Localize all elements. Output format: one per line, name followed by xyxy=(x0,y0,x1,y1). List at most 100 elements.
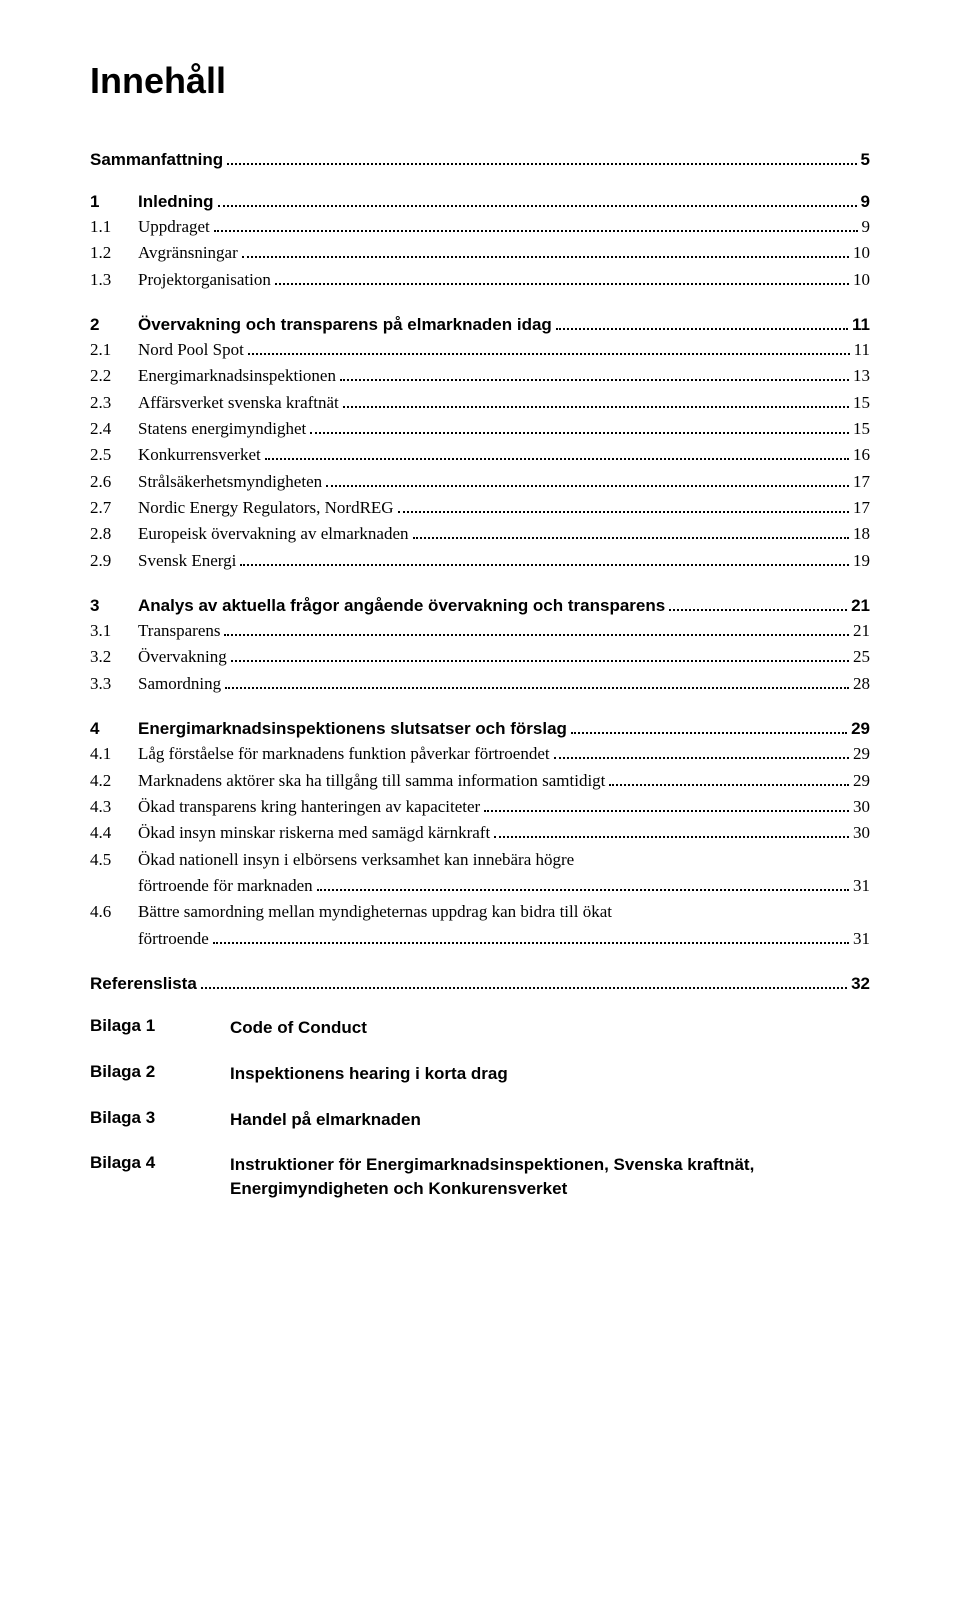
leader-dots xyxy=(240,564,849,566)
toc-sub-label: Konkurrensverket xyxy=(138,442,261,468)
page-title: Innehåll xyxy=(90,60,870,102)
appendix-number: Bilaga 4 xyxy=(90,1153,230,1173)
toc-section-heading: 4Energimarknadsinspektionens slutsatser … xyxy=(90,719,870,739)
toc-sub-number: 4.6 xyxy=(90,899,138,925)
toc-heading-page: 5 xyxy=(861,150,870,170)
toc-sub-number: 4.4 xyxy=(90,820,138,846)
toc-sub-number: 4.3 xyxy=(90,794,138,820)
leader-dots xyxy=(317,889,849,891)
toc-sub-row: 4.6Bättre samordning mellan myndighetern… xyxy=(90,899,870,952)
toc-sub-label-line1: Bättre samordning mellan myndigheternas … xyxy=(138,899,870,925)
appendix-label: Code of Conduct xyxy=(230,1016,870,1040)
toc-heading-label: Energimarknadsinspektionens slutsatser o… xyxy=(138,719,567,739)
leader-dots xyxy=(224,634,849,636)
toc-sub-page: 16 xyxy=(853,442,870,468)
leader-dots xyxy=(340,379,849,381)
leader-dots xyxy=(213,942,849,944)
toc-sub-row: 1.1Uppdraget 9 xyxy=(90,214,870,240)
toc-sub-label: Uppdraget xyxy=(138,214,210,240)
appendix-row: Bilaga 4Instruktioner för Energimarknads… xyxy=(90,1153,870,1201)
toc-sub-page: 29 xyxy=(853,768,870,794)
toc-sub-label-line2: förtroende xyxy=(138,926,209,952)
leader-dots xyxy=(398,511,849,513)
toc-sub-number: 2.6 xyxy=(90,469,138,495)
toc-sub-label: Avgränsningar xyxy=(138,240,238,266)
appendix-label: Handel på elmarknaden xyxy=(230,1108,870,1132)
leader-dots xyxy=(265,458,849,460)
toc-sub-page: 15 xyxy=(853,390,870,416)
leader-dots xyxy=(225,687,849,689)
toc-sub-page: 28 xyxy=(853,671,870,697)
toc-sub-page: 29 xyxy=(853,741,870,767)
toc-sub-row: 4.2Marknadens aktörer ska ha tillgång ti… xyxy=(90,768,870,794)
table-of-contents: Sammanfattning51Inledning91.1Uppdraget91… xyxy=(90,150,870,952)
leader-dots xyxy=(571,732,847,734)
leader-dots xyxy=(218,205,857,207)
appendix-row: Bilaga 3Handel på elmarknaden xyxy=(90,1108,870,1132)
toc-sub-page: 21 xyxy=(853,618,870,644)
toc-sub-label: Affärsverket svenska kraftnät xyxy=(138,390,339,416)
toc-sub-label-line1: Ökad nationell insyn i elbörsens verksam… xyxy=(138,847,870,873)
toc-section-heading: Sammanfattning5 xyxy=(90,150,870,170)
toc-sub-label: Transparens xyxy=(138,618,220,644)
toc-sub-row: 3.3Samordning28 xyxy=(90,671,870,697)
toc-sub-number: 1.1 xyxy=(90,214,138,240)
toc-sub-row: 3.2Övervakning25 xyxy=(90,644,870,670)
leader-dots xyxy=(310,432,849,434)
leader-dots xyxy=(326,485,849,487)
toc-sub-number: 4.2 xyxy=(90,768,138,794)
toc-sub-row: 2.8Europeisk övervakning av elmarknaden1… xyxy=(90,521,870,547)
toc-sub-label: Nord Pool Spot xyxy=(138,337,244,363)
leader-dots xyxy=(413,537,850,539)
toc-sub-label: Låg förståelse för marknadens funktion p… xyxy=(138,741,550,767)
appendix-number: Bilaga 3 xyxy=(90,1108,230,1128)
references-label: Referenslista xyxy=(90,974,197,994)
toc-sub-page: 31 xyxy=(853,926,870,952)
toc-sub-number: 4.5 xyxy=(90,847,138,873)
toc-sub-page: 11 xyxy=(854,337,870,363)
toc-sub-row: 1.3Projektorganisation10 xyxy=(90,267,870,293)
toc-section-heading: 3Analys av aktuella frågor angående över… xyxy=(90,596,870,616)
toc-sub-row: 2.3Affärsverket svenska kraftnät 15 xyxy=(90,390,870,416)
toc-sub-page: 15 xyxy=(853,416,870,442)
leader-dots xyxy=(609,784,849,786)
toc-heading-label: Övervakning och transparens på elmarknad… xyxy=(138,315,552,335)
toc-sub-label: Marknadens aktörer ska ha tillgång till … xyxy=(138,768,605,794)
toc-sub-page: 17 xyxy=(853,469,870,495)
appendix-label: Instruktioner för Energimarknadsinspekti… xyxy=(230,1153,870,1201)
toc-sub-label: Statens energimyndighet xyxy=(138,416,306,442)
toc-sub-page: 13 xyxy=(853,363,870,389)
toc-heading-number: 4 xyxy=(90,719,138,739)
toc-sub-label: Samordning xyxy=(138,671,221,697)
toc-sub-page: 9 xyxy=(862,214,871,240)
appendix-number: Bilaga 1 xyxy=(90,1016,230,1036)
toc-sub-row: 2.4Statens energimyndighet15 xyxy=(90,416,870,442)
toc-sub-number: 1.2 xyxy=(90,240,138,266)
toc-sub-row: 2.1Nord Pool Spot 11 xyxy=(90,337,870,363)
leader-dots xyxy=(242,256,849,258)
leader-dots xyxy=(484,810,849,812)
toc-sub-number: 2.3 xyxy=(90,390,138,416)
toc-sub-row: 1.2Avgränsningar 10 xyxy=(90,240,870,266)
toc-sub-number: 1.3 xyxy=(90,267,138,293)
toc-sub-row: 4.5Ökad nationell insyn i elbörsens verk… xyxy=(90,847,870,900)
toc-heading-page: 11 xyxy=(852,315,870,335)
toc-sub-row: 2.5Konkurrensverket16 xyxy=(90,442,870,468)
toc-sub-row: 4.3Ökad transparens kring hanteringen av… xyxy=(90,794,870,820)
toc-sub-row: 3.1Transparens 21 xyxy=(90,618,870,644)
appendix-row: Bilaga 2Inspektionens hearing i korta dr… xyxy=(90,1062,870,1086)
appendix-label: Inspektionens hearing i korta drag xyxy=(230,1062,870,1086)
references-page: 32 xyxy=(851,974,870,994)
toc-sub-page: 10 xyxy=(853,240,870,266)
leader-dots xyxy=(248,353,850,355)
toc-sub-row: 4.1Låg förståelse för marknadens funktio… xyxy=(90,741,870,767)
toc-section-heading: 1Inledning 9 xyxy=(90,192,870,212)
leader-dots xyxy=(231,660,849,662)
toc-heading-page: 9 xyxy=(861,192,870,212)
toc-sub-row: 4.4Ökad insyn minskar riskerna med samäg… xyxy=(90,820,870,846)
toc-sub-number: 3.1 xyxy=(90,618,138,644)
toc-heading-number: 1 xyxy=(90,192,138,212)
toc-heading-label: Inledning xyxy=(138,192,214,212)
toc-sub-number: 2.1 xyxy=(90,337,138,363)
toc-sub-page: 31 xyxy=(853,873,870,899)
